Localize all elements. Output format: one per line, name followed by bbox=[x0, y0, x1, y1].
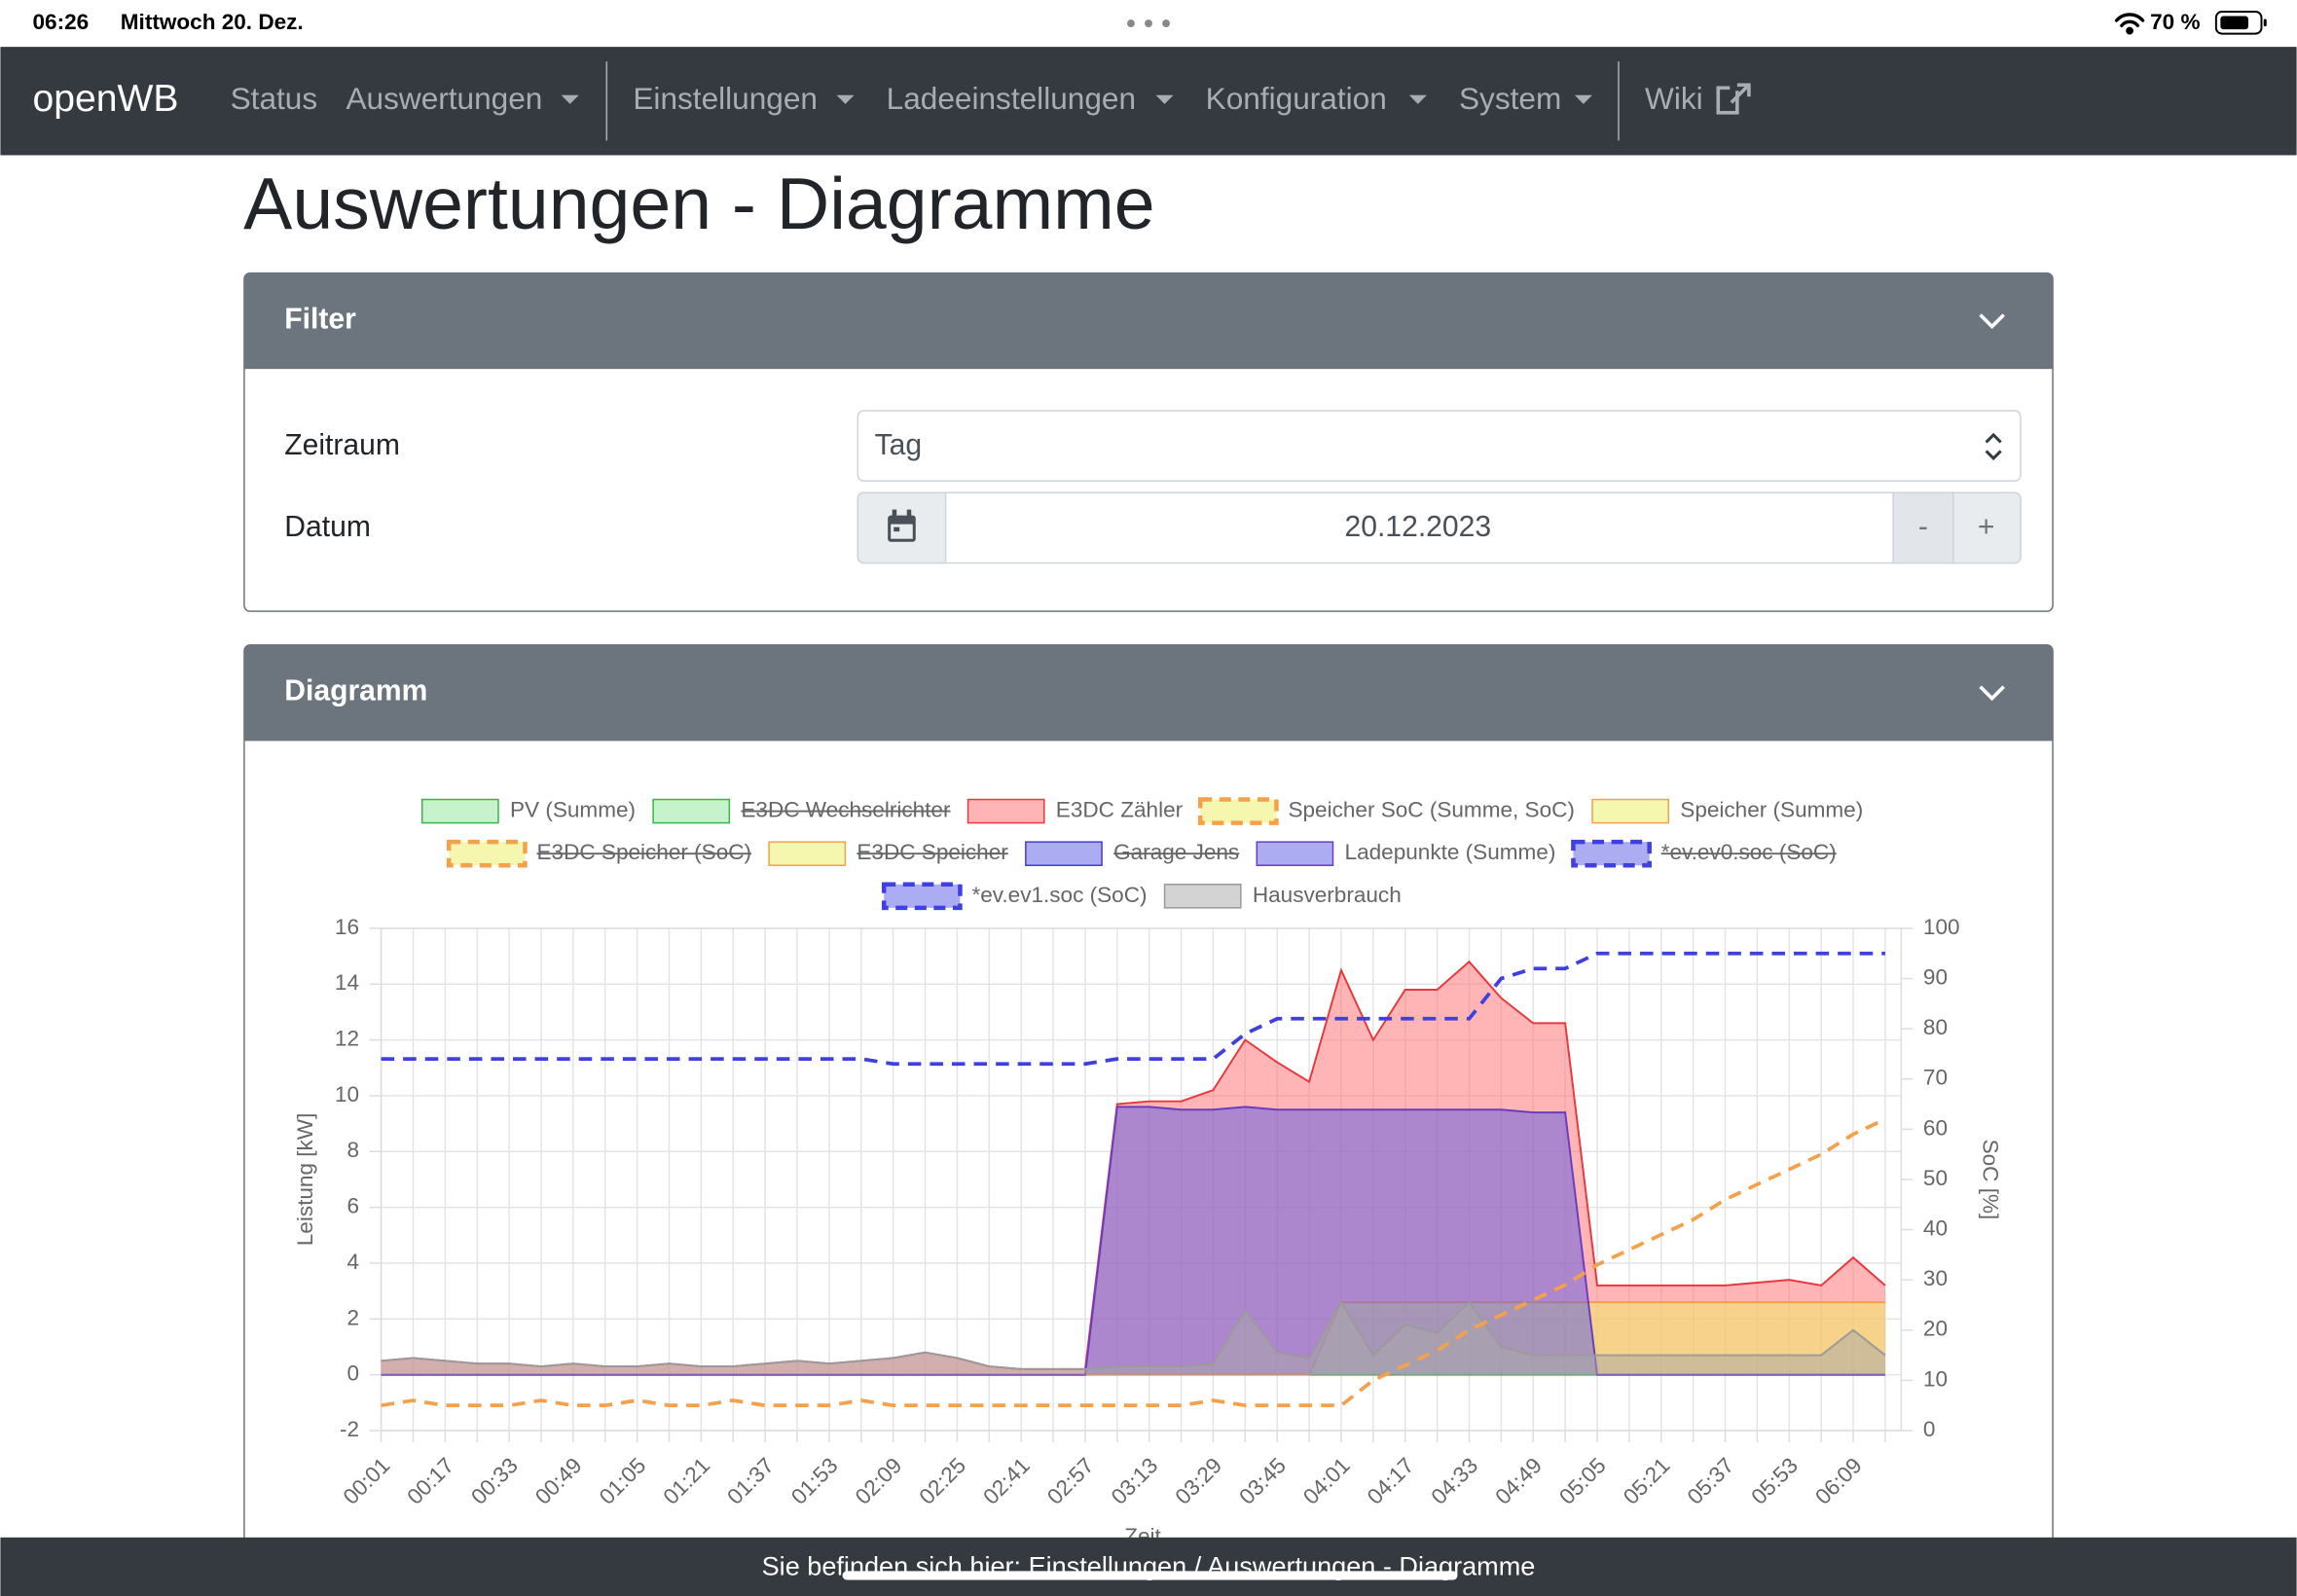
legend-label: Garage Jens bbox=[1113, 840, 1239, 864]
chevron[interactable] bbox=[1979, 685, 2005, 702]
card-header[interactable] bbox=[243, 272, 2054, 370]
field-label: Datum bbox=[284, 511, 371, 543]
field-label: Zeitraum bbox=[284, 429, 400, 461]
legend-swatch bbox=[768, 841, 847, 866]
y-tick-label: 0 bbox=[346, 1361, 359, 1386]
legend-label: PV (Summe) bbox=[510, 797, 636, 821]
brand[interactable]: openWB bbox=[33, 78, 179, 120]
legend-swatch bbox=[1197, 797, 1279, 825]
legend-swatch bbox=[446, 839, 528, 868]
y2-axis-label: SoC [%] bbox=[1979, 1140, 2003, 1220]
chevron[interactable] bbox=[1979, 313, 2005, 330]
battery-percent: 70 % bbox=[2150, 10, 2200, 34]
home-indicator bbox=[842, 1571, 1458, 1580]
status-date: Mittwoch 20. Dez. bbox=[121, 10, 304, 34]
nav-link[interactable]: Wiki bbox=[1645, 81, 1703, 116]
y2-tick-label: 70 bbox=[1923, 1066, 1948, 1090]
legend-label: E3DC Speicher bbox=[857, 840, 1008, 864]
y2-tick-label: 10 bbox=[1923, 1366, 1948, 1391]
legend-swatch bbox=[1256, 841, 1334, 866]
y2-tick-label: 30 bbox=[1923, 1266, 1948, 1290]
legend-swatch bbox=[420, 798, 499, 824]
minus-label: - bbox=[1918, 511, 1928, 543]
y2-tick-label: 50 bbox=[1923, 1166, 1948, 1190]
card-header[interactable] bbox=[243, 644, 2054, 742]
calendar-icon bbox=[888, 509, 916, 542]
status-time: 06:26 bbox=[33, 10, 90, 34]
area-line bbox=[381, 1106, 1885, 1376]
y-tick-label: 16 bbox=[335, 915, 359, 939]
y-tick-label: 14 bbox=[335, 970, 359, 995]
legend-label: *ev.ev0.soc (SoC) bbox=[1661, 840, 1837, 864]
soc-line bbox=[381, 1117, 1886, 1408]
nav-dropdown[interactable]: System bbox=[1459, 81, 1561, 116]
y-tick-label: -2 bbox=[340, 1417, 359, 1441]
select-value: Tag bbox=[875, 429, 922, 461]
y2-tick-label: 90 bbox=[1923, 964, 1948, 989]
legend-swatch bbox=[652, 798, 731, 824]
legend-swatch bbox=[881, 882, 963, 911]
legend-swatch bbox=[1163, 884, 1242, 909]
nav-dropdown[interactable]: Ladeeinstellungen bbox=[887, 81, 1136, 116]
y-tick-label: 12 bbox=[335, 1027, 359, 1051]
legend-label: E3DC Zähler bbox=[1056, 797, 1184, 821]
legend-swatch bbox=[1571, 839, 1652, 868]
footer bbox=[0, 1537, 2297, 1596]
plot-frame bbox=[380, 927, 1903, 1432]
legend-label: Ladepunkte (Summe) bbox=[1345, 840, 1556, 864]
legend-label: Speicher (Summe) bbox=[1680, 797, 1863, 821]
y2-tick-label: 60 bbox=[1923, 1115, 1948, 1140]
page-title: Auswertungen - Diagramme bbox=[243, 163, 1154, 244]
caret bbox=[836, 94, 855, 104]
y-tick-label: 2 bbox=[346, 1305, 359, 1329]
select[interactable] bbox=[857, 410, 2022, 483]
y-tick-label: 10 bbox=[335, 1082, 359, 1106]
card-title: Filter bbox=[284, 303, 356, 335]
navbar bbox=[0, 47, 2297, 156]
y-tick-label: 6 bbox=[346, 1194, 359, 1218]
legend-swatch bbox=[1591, 798, 1669, 824]
battery-icon bbox=[2214, 11, 2267, 35]
nav-link[interactable]: Status bbox=[231, 81, 318, 116]
wifi-icon bbox=[2114, 13, 2145, 35]
soc-line bbox=[381, 951, 1885, 1067]
caret bbox=[1155, 94, 1174, 104]
legend-label: Speicher SoC (Summe, SoC) bbox=[1288, 797, 1574, 821]
nav-dropdown[interactable]: Einstellungen bbox=[633, 81, 818, 116]
nav-dropdown[interactable]: Auswertungen bbox=[346, 81, 542, 116]
minus-button[interactable] bbox=[1892, 491, 1954, 564]
y-tick-label: 8 bbox=[346, 1138, 359, 1162]
legend-label: E3DC Speicher (SoC) bbox=[536, 840, 751, 864]
caret bbox=[561, 94, 579, 104]
legend-label: *ev.ev1.soc (SoC) bbox=[971, 883, 1147, 907]
date-value: 20.12.2023 bbox=[1345, 511, 1492, 543]
area-line bbox=[381, 1300, 1886, 1370]
plus-label: + bbox=[1978, 511, 1995, 543]
nav-dropdown[interactable]: Konfiguration bbox=[1206, 81, 1387, 116]
card-title: Diagramm bbox=[284, 675, 427, 707]
plus-button[interactable] bbox=[1952, 491, 2022, 564]
y-tick-label: 4 bbox=[346, 1250, 359, 1274]
legend-label: Hausverbrauch bbox=[1253, 883, 1402, 907]
multitask-dots bbox=[1127, 19, 1170, 27]
legend-swatch bbox=[966, 798, 1045, 824]
select-arrows bbox=[1985, 432, 2002, 461]
external-link-icon bbox=[1716, 83, 1751, 115]
y-axis-label: Leistung [kW] bbox=[293, 1113, 317, 1247]
caret bbox=[1574, 94, 1592, 104]
y2-tick-label: 80 bbox=[1923, 1015, 1948, 1039]
legend-swatch bbox=[1025, 841, 1103, 866]
legend-label: E3DC Wechselrichter bbox=[741, 797, 951, 821]
y2-tick-label: 0 bbox=[1923, 1417, 1936, 1441]
y2-tick-label: 100 bbox=[1923, 915, 1960, 939]
y2-tick-label: 40 bbox=[1923, 1216, 1948, 1241]
y2-tick-label: 20 bbox=[1923, 1317, 1948, 1341]
caret bbox=[1408, 94, 1427, 104]
area-fill bbox=[381, 1106, 1885, 1375]
area-fill bbox=[381, 1302, 1885, 1375]
